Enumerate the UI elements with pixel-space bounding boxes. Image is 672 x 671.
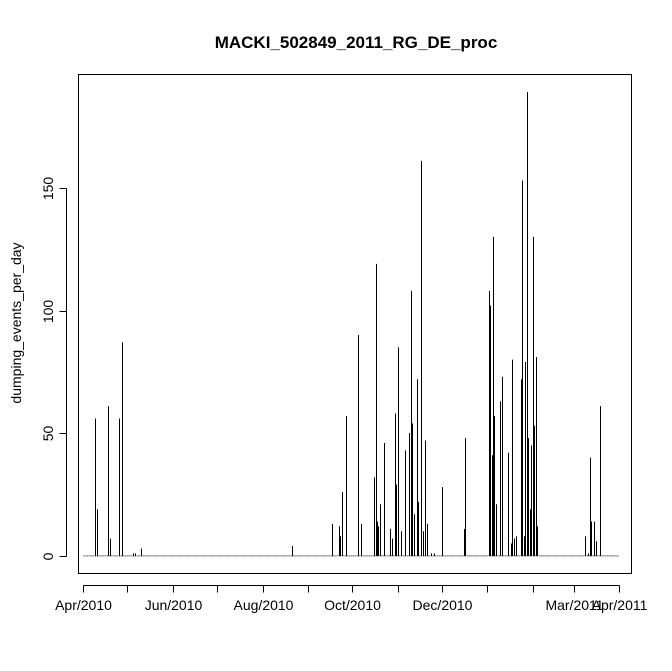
plot-frame [78, 74, 632, 574]
y-tick-label: 150 [40, 177, 56, 201]
x-tick-label: Jun/2010 [145, 597, 203, 613]
y-tick-label: 0 [40, 552, 56, 560]
y-tick-label: 100 [40, 300, 56, 324]
x-tick-label: Mar/2011 [545, 597, 603, 613]
data-bars [95, 92, 601, 556]
chart-title: MACKI_502849_2011_RG_DE_proc [215, 33, 498, 52]
x-tick-label: Aug/2010 [234, 597, 294, 613]
x-tick-label: Dec/2010 [413, 597, 473, 613]
x-tick-label: Apr/2011 [592, 597, 648, 613]
x-axis: Apr/2010 Jun/2010 Aug/2010 Oct/2010 Dec/2010… [55, 585, 648, 613]
y-tick-label: 50 [40, 426, 56, 442]
y-axis: 0 50 100 150 [40, 177, 67, 560]
x-tick-label: Oct/2010 [324, 597, 381, 613]
x-tick-label: Apr/2010 [55, 597, 112, 613]
y-axis-label: dumping_events_per_day [8, 242, 24, 403]
